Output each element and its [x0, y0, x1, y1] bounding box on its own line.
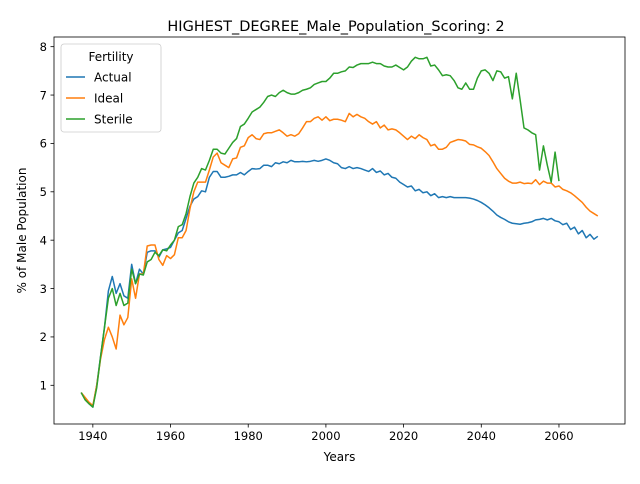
series-line-sterile: [80, 56, 560, 408]
x-axis-label: Years: [323, 450, 356, 464]
plot-area: [80, 56, 599, 408]
y-tick-label: 3: [40, 282, 47, 296]
x-tick-label: 2000: [311, 429, 340, 443]
x-tick-label: 1940: [78, 429, 107, 443]
series-line-ideal: [80, 112, 599, 407]
y-tick-label: 5: [40, 185, 47, 199]
chart-title: HIGHEST_DEGREE_Male_Population_Scoring: …: [167, 19, 504, 35]
y-tick-label: 6: [40, 137, 47, 151]
x-tick-label: 2060: [544, 429, 573, 443]
x-tick-label: 1960: [156, 429, 185, 443]
y-tick-label: 1: [40, 379, 47, 393]
y-tick-label: 8: [40, 40, 47, 54]
legend-label-actual: Actual: [94, 71, 132, 85]
x-tick-label: 2020: [389, 429, 418, 443]
y-tick-label: 2: [40, 330, 47, 344]
legend-label-ideal: Ideal: [94, 92, 123, 106]
legend-box: [60, 43, 162, 133]
y-axis: 1 2 3 4 5 6 7 8: [40, 40, 54, 393]
y-tick-label: 7: [40, 88, 47, 102]
legend-label-sterile: Sterile: [94, 113, 133, 127]
legend: Fertility Actual Ideal Sterile: [60, 43, 162, 133]
x-axis: 1940 1960 1980 2000 2020 2040 2060: [78, 424, 574, 443]
y-tick-label: 4: [40, 233, 47, 247]
y-axis-label: % of Male Population: [15, 168, 29, 294]
legend-title: Fertility: [88, 50, 133, 64]
axes-frame: [53, 36, 626, 425]
x-tick-label: 2040: [467, 429, 496, 443]
x-tick-label: 1980: [234, 429, 263, 443]
